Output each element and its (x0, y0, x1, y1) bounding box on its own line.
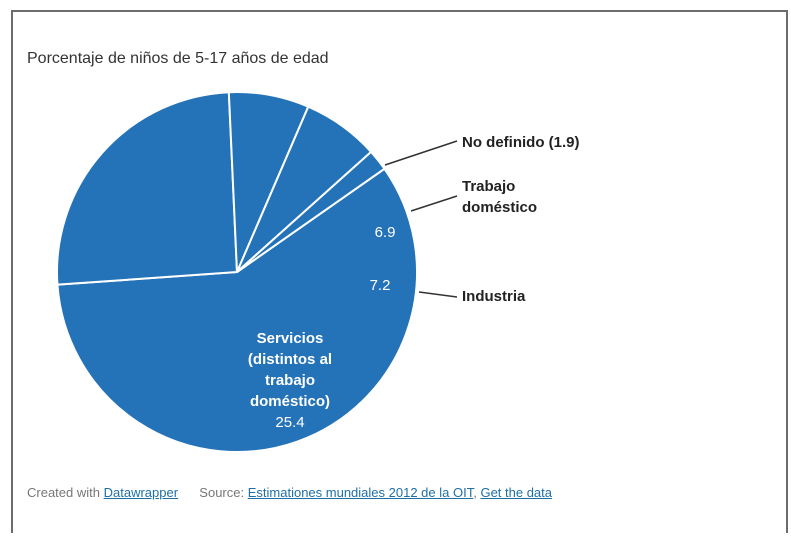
created-with-text: Created with (27, 485, 100, 500)
slice-value-servicios-distintos-al-trabajo-domestico: 25.4 (275, 414, 304, 431)
chart-title: Porcentaje de niños de 5-17 años de edad (27, 50, 329, 67)
source-text: Source: (199, 485, 245, 500)
pie-slice-no-definido (236, 150, 386, 273)
datawrapper-link[interactable]: Datawrapper (103, 485, 179, 500)
leader-line-trabajo-domestico (410, 195, 458, 212)
source-link[interactable]: Estimationes mundiales 2012 de la OIT (247, 485, 474, 500)
leader-line-industria (418, 291, 458, 298)
slice-label-trabajo-domestico: Trabajo doméstico (462, 178, 537, 216)
slice-label-industria: Industria (462, 288, 526, 305)
get-the-data-link[interactable]: Get the data (480, 485, 553, 500)
leader-line-no-definido (384, 140, 458, 166)
slice-label-no-definido: No definido (1.9) (462, 134, 580, 151)
pie-slice-agricultura (56, 167, 419, 453)
pie-slice-servicios-distintos-al-trabajo-domestico (56, 91, 239, 286)
slice-value-trabajo-domestico: 6.9 (375, 224, 396, 241)
chart-footer: Created with Datawrapper Source: Estimat… (27, 485, 552, 500)
slice-value-industria: 7.2 (370, 277, 391, 294)
slice-label-servicios-distintos-al-trabajo-domestico: Servicios (distintos al trabajo doméstico) (248, 330, 332, 410)
footer-separator: , (473, 485, 477, 500)
